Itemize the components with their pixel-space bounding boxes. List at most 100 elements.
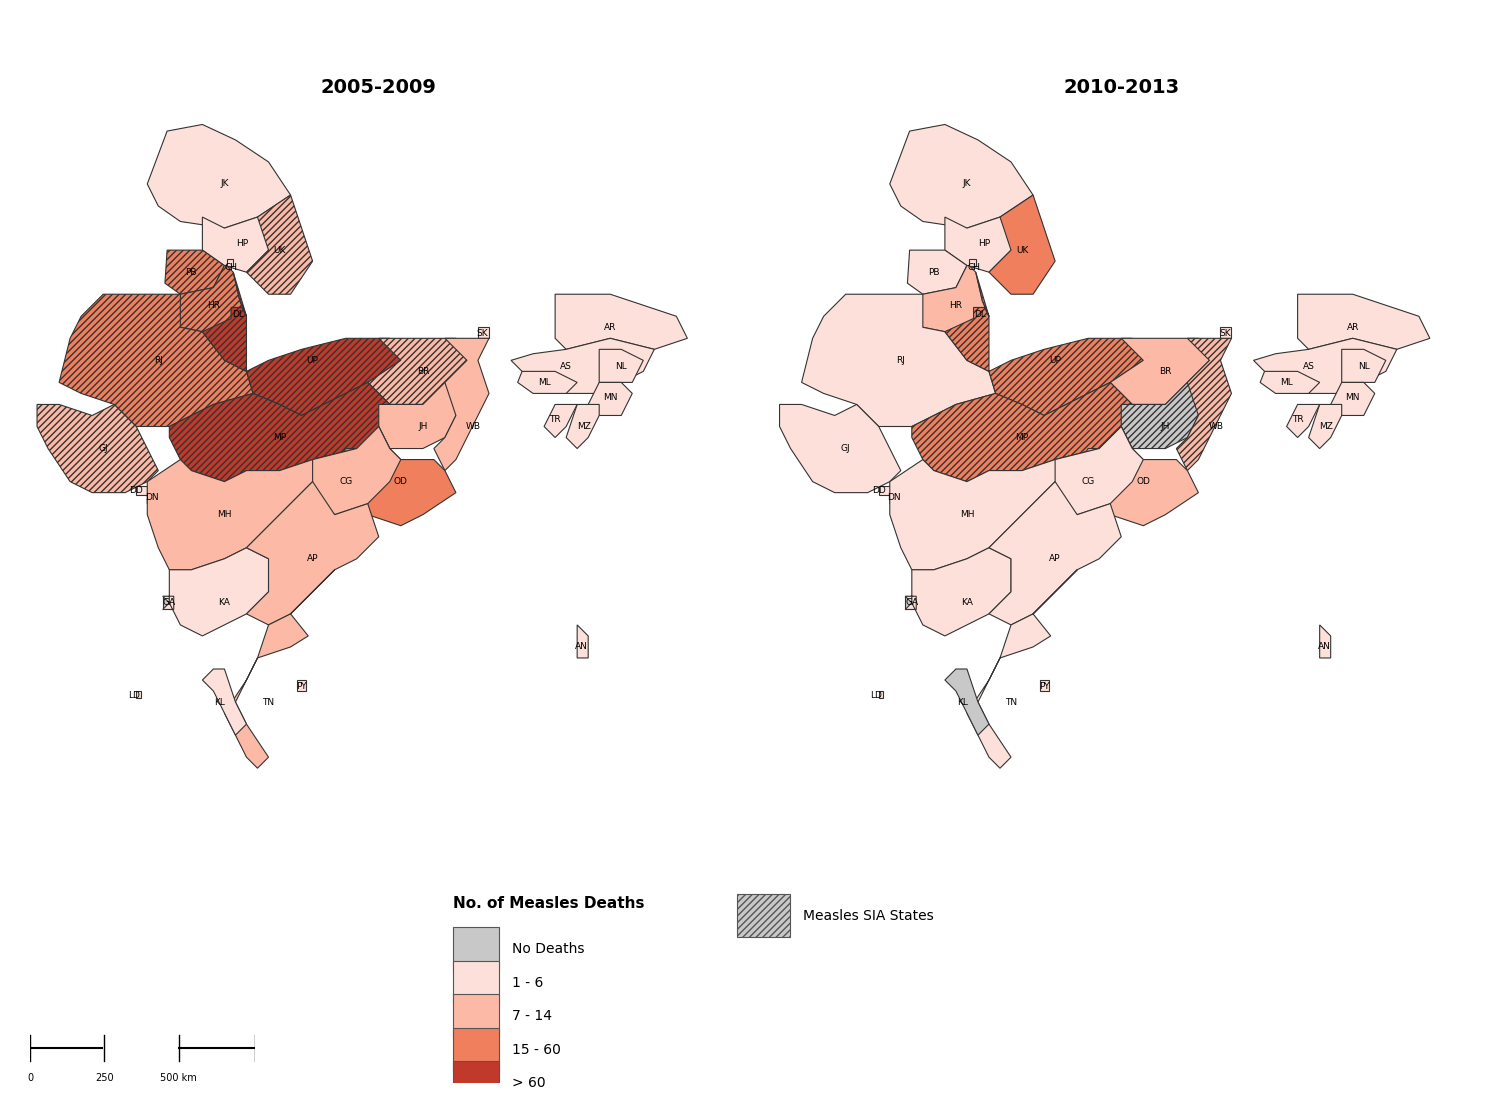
Text: TR: TR [549,416,561,424]
Text: PY: PY [1040,683,1050,691]
Polygon shape [202,212,279,272]
Text: CH: CH [968,264,980,272]
Polygon shape [225,570,334,768]
Polygon shape [904,548,1011,636]
Text: DD: DD [871,486,885,494]
Text: NL: NL [615,362,627,372]
Text: TR: TR [1292,416,1304,424]
Text: CH: CH [225,264,237,272]
Text: KL: KL [957,698,968,707]
Text: MZ: MZ [578,422,591,431]
Text: DL: DL [231,310,243,318]
Text: UK: UK [1016,246,1028,255]
Text: AP: AP [1050,555,1060,563]
Polygon shape [1287,405,1320,438]
Text: MP: MP [273,433,286,442]
Text: 7 - 14: 7 - 14 [513,1009,552,1023]
Text: No Deaths: No Deaths [513,942,585,956]
Polygon shape [38,405,159,492]
Text: GJ: GJ [99,444,108,453]
Text: AS: AS [560,362,572,372]
Text: AN: AN [574,642,588,651]
FancyBboxPatch shape [453,1061,500,1094]
Text: DN: DN [888,492,902,501]
Polygon shape [231,307,242,318]
Text: OD: OD [1137,477,1150,486]
Polygon shape [1260,371,1320,394]
Polygon shape [1040,680,1048,691]
Text: Measles SIA States: Measles SIA States [802,909,933,922]
Text: No. of Measles Deaths: No. of Measles Deaths [453,896,645,911]
Polygon shape [968,570,1077,768]
Text: GJ: GJ [842,444,850,453]
Text: GA: GA [906,598,918,607]
Text: 1 - 6: 1 - 6 [513,976,544,990]
Polygon shape [912,383,1132,481]
Text: 500 km: 500 km [160,1073,196,1083]
Text: 0: 0 [27,1073,33,1083]
Text: 250: 250 [94,1073,114,1083]
Text: JH: JH [1161,422,1170,431]
Polygon shape [566,405,598,449]
Text: DD: DD [129,486,142,494]
Polygon shape [136,486,147,494]
Polygon shape [246,195,312,294]
Text: JK: JK [963,179,970,188]
Polygon shape [801,294,996,427]
Polygon shape [147,125,291,228]
FancyBboxPatch shape [736,894,789,938]
Text: KL: KL [214,698,225,707]
Text: MP: MP [1016,433,1029,442]
Text: UK: UK [273,246,285,255]
Polygon shape [162,548,268,636]
Polygon shape [202,670,246,735]
Text: > 60: > 60 [513,1076,546,1090]
Text: HR: HR [950,301,963,310]
Text: OD: OD [394,477,408,486]
Text: NL: NL [1358,362,1370,372]
Polygon shape [136,691,141,698]
Text: WB: WB [466,422,482,431]
Text: MZ: MZ [1320,422,1334,431]
FancyBboxPatch shape [453,928,500,970]
Text: AN: AN [1317,642,1330,651]
Polygon shape [1066,427,1198,526]
Polygon shape [879,486,890,494]
Text: UP: UP [1048,356,1060,365]
Polygon shape [1298,294,1430,349]
Polygon shape [578,625,588,657]
Polygon shape [780,405,902,492]
Text: AR: AR [1347,323,1359,331]
Polygon shape [170,266,246,331]
Polygon shape [912,266,989,331]
Polygon shape [170,383,390,481]
Polygon shape [147,449,357,570]
Polygon shape [890,125,1034,228]
Text: TN: TN [262,698,274,707]
Text: GA: GA [164,598,176,607]
Text: DL: DL [974,310,986,318]
Polygon shape [1341,349,1386,383]
Text: JK: JK [220,179,228,188]
Polygon shape [908,251,968,294]
Polygon shape [1320,625,1330,657]
Text: RJ: RJ [154,356,162,365]
Text: AP: AP [308,555,318,563]
Text: HR: HR [207,301,220,310]
Polygon shape [147,492,159,503]
Text: BR: BR [417,366,429,376]
Polygon shape [297,680,306,691]
Text: KA: KA [962,598,974,607]
Text: LD: LD [870,691,882,700]
Polygon shape [165,251,225,294]
Polygon shape [202,272,400,416]
Text: SK: SK [477,329,488,338]
FancyBboxPatch shape [453,994,500,1038]
Text: 15 - 60: 15 - 60 [513,1043,561,1057]
Text: PY: PY [297,683,307,691]
Text: UP: UP [306,356,318,365]
Polygon shape [879,691,884,698]
Polygon shape [1308,405,1341,449]
Polygon shape [555,294,687,349]
Text: RJ: RJ [897,356,904,365]
